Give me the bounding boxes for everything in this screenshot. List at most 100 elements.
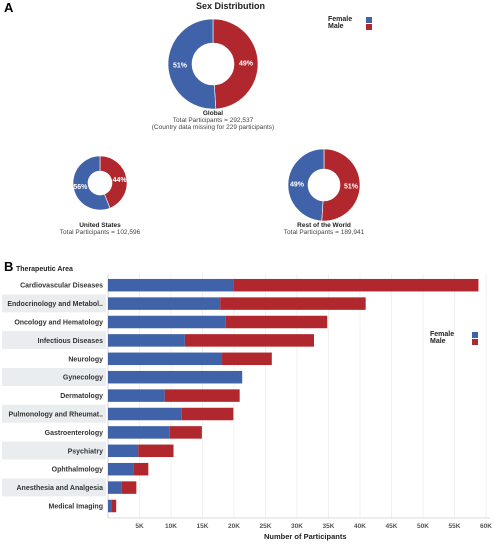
donut-row: 51% 49% — [287, 148, 361, 222]
legend-b-item-male: Male — [430, 338, 478, 345]
us-caption: United States Total Participants = 102,5… — [20, 222, 180, 236]
bar-male-7 — [181, 407, 234, 421]
donut-row-slice-female — [287, 148, 325, 222]
bar-female-3 — [108, 334, 185, 347]
legend-b-swatch-male — [472, 338, 478, 345]
donut-row-slice-male — [321, 148, 361, 222]
bar-male-8 — [169, 426, 202, 439]
x-tick-label-9: 45K — [386, 523, 398, 530]
category-label-9: Psychiatry — [68, 448, 104, 455]
bar-male-2 — [225, 315, 328, 329]
category-label-6: Dermatology — [60, 393, 103, 400]
category-label-1: Endocrinology and Metabol.. — [7, 301, 103, 308]
x-tick-label-10: 50K — [417, 523, 429, 530]
therapeutic-area-header: Therapeutic Area — [16, 266, 73, 273]
bar-female-11 — [108, 481, 122, 494]
donut-charts: 49% 51% 44% 56% 51% 49% — [72, 18, 361, 222]
x-tick-label-1: 5K — [135, 523, 144, 530]
row-total: Total Participants = 189,941 — [283, 229, 365, 236]
bar-female-5 — [108, 370, 243, 384]
bar-female-6 — [108, 389, 165, 402]
bar-male-1 — [220, 297, 366, 310]
panel-a-letter: A — [4, 0, 14, 15]
category-label-10: Ophthalmology — [52, 467, 103, 474]
donut-global-slice-female — [167, 18, 217, 110]
x-tick-label-7: 35K — [323, 523, 335, 530]
donut-row-label-female: 49% — [290, 182, 305, 189]
global-note: (Country data missing for 229 participan… — [151, 124, 275, 131]
bar-male-3 — [184, 334, 315, 347]
row-band-1 — [2, 294, 106, 313]
category-label-3: Infectious Diseases — [38, 338, 103, 345]
row-band-11 — [2, 478, 106, 497]
panel-b-legend: Female Male — [430, 331, 478, 345]
row-band-7 — [2, 404, 106, 423]
donut-us-slice-male — [99, 155, 128, 209]
category-label-12: Medical Imaging — [49, 504, 103, 511]
bar-male-4 — [222, 352, 272, 366]
bar-female-0 — [108, 278, 234, 292]
global-name: Global — [202, 110, 224, 117]
panel-a-legend: Female Male — [328, 16, 372, 30]
bar-female-4 — [108, 352, 223, 366]
legend-label-female: Female — [328, 16, 353, 23]
legend-label-male: Male — [328, 23, 344, 30]
row-band-5 — [2, 368, 106, 386]
x-axis-title: Number of Participants — [264, 532, 347, 541]
donut-us-label-male: 44% — [113, 177, 128, 184]
global-caption: Global Total Participants = 292,537 (Cou… — [128, 110, 298, 131]
bar-male-0 — [233, 278, 479, 292]
donut-row-label-male: 51% — [344, 183, 359, 190]
donut-global-slice-male — [212, 18, 259, 110]
panel-b-letter: B — [4, 259, 14, 274]
donut-global-label-male: 49% — [239, 60, 254, 67]
row-band-9 — [2, 441, 106, 460]
bar-male-6 — [164, 389, 240, 402]
x-tick-label-5: 25K — [260, 523, 272, 530]
bar-female-7 — [108, 407, 182, 421]
row-band-3 — [2, 331, 106, 350]
bar-female-8 — [108, 426, 170, 439]
legend-swatch-female — [366, 16, 372, 23]
x-tick-label-3: 15K — [197, 523, 209, 530]
donut-global: 49% 51% — [167, 18, 259, 110]
x-tick-label-8: 40K — [354, 523, 366, 530]
legend-item-male: Male — [328, 23, 372, 30]
legend-b-item-female: Female — [430, 331, 478, 338]
category-label-0: Cardiovascular Diseases — [20, 283, 103, 290]
category-label-11: Anesthesia and Analgesia — [17, 485, 104, 492]
bar-female-12 — [108, 499, 112, 513]
legend-swatch-male — [366, 23, 372, 30]
bar-chart: Cardiovascular Diseases Endocrinology and… — [2, 274, 492, 530]
panel-a-title: Sex Distribution — [196, 1, 266, 11]
bar-female-9 — [108, 444, 139, 458]
global-total: Total Participants = 292,537 — [172, 117, 254, 124]
legend-b-label-female: Female — [430, 331, 455, 338]
category-label-4: Neurology — [68, 356, 103, 363]
legend-b-label-male: Male — [430, 338, 446, 345]
bar-male-11 — [121, 481, 137, 494]
row-name: Rest of the World — [297, 222, 351, 229]
category-label-5: Gynecology — [63, 375, 103, 382]
bar-female-10 — [108, 462, 134, 476]
x-tick-label-11: 55K — [449, 523, 461, 530]
x-tick-label-2: 10K — [165, 523, 177, 530]
us-total: Total Participants = 102,596 — [59, 229, 141, 236]
category-label-8: Gastroenterology — [45, 430, 103, 437]
bar-male-10 — [133, 462, 149, 476]
donut-us-label-female: 56% — [73, 184, 88, 191]
donut-us: 44% 56% — [72, 155, 128, 211]
category-label-2: Oncology and Hematology — [14, 320, 103, 327]
category-label-7: Pulmonology and Rheumat.. — [8, 412, 103, 419]
bar-female-2 — [108, 315, 226, 329]
row-caption: Rest of the World Total Participants = 1… — [244, 222, 404, 236]
x-tick-label-4: 20K — [228, 523, 240, 530]
legend-b-swatch-female — [472, 331, 478, 338]
bar-male-9 — [138, 444, 174, 458]
us-name: United States — [79, 222, 121, 229]
x-tick-label-6: 30K — [291, 523, 303, 530]
bar-female-1 — [108, 297, 221, 310]
donut-global-label-female: 51% — [173, 63, 188, 70]
legend-item-female: Female — [328, 16, 372, 23]
donut-us-slice-female — [72, 155, 111, 211]
